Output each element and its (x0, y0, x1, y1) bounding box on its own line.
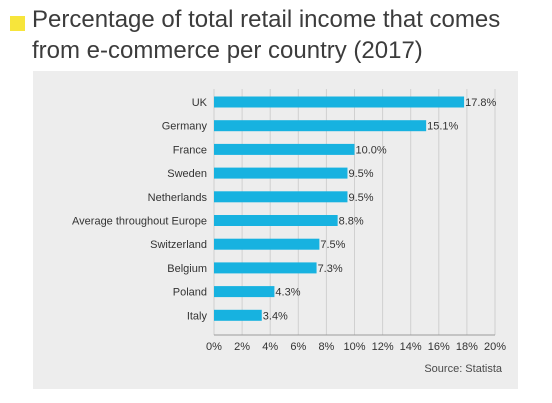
category-label: Switzerland (150, 239, 207, 251)
x-tick-label: 18% (456, 341, 478, 353)
bar (214, 215, 338, 226)
bar (214, 167, 348, 179)
category-label: UK (192, 97, 208, 109)
category-label: Germany (162, 121, 208, 133)
title-line-2: from e-commerce per country (2017) (32, 37, 423, 64)
bar (214, 262, 317, 274)
value-label: 8.8% (339, 216, 364, 228)
x-tick-label: 12% (372, 341, 394, 353)
source-note: Source: Statista (424, 363, 502, 375)
x-tick-label: 20% (484, 341, 506, 353)
x-tick-label: 0% (206, 341, 222, 353)
value-label: 7.3% (318, 263, 343, 275)
category-label: Poland (173, 287, 207, 299)
bar (214, 120, 427, 132)
value-label: 9.5% (348, 192, 373, 204)
chart-panel: UK 17.8% Germany 15.1% France 10.0% Sweden 9.5%… (33, 71, 518, 389)
value-label: 4.3% (275, 287, 300, 299)
bar (214, 286, 275, 298)
x-tick-label: 2% (234, 341, 250, 353)
value-label: 9.5% (348, 168, 373, 180)
category-label: Average throughout Europe (72, 216, 207, 228)
x-tick-label: 4% (262, 341, 278, 353)
x-tick-label: 6% (290, 341, 306, 353)
category-label: Italy (187, 310, 208, 322)
x-tick-label: 10% (343, 341, 365, 353)
bar (214, 238, 320, 250)
bar (214, 96, 465, 108)
bar (214, 309, 262, 321)
x-tick-label: 8% (318, 341, 334, 353)
category-label: Netherlands (148, 192, 208, 204)
bar-chart: UK 17.8% Germany 15.1% France 10.0% Sweden 9.5%… (72, 89, 506, 353)
value-label: 10.0% (356, 144, 387, 156)
title-marker (10, 16, 25, 31)
title-line-1: Percentage of total retail income that c… (32, 6, 501, 33)
value-label: 7.5% (320, 239, 345, 251)
category-label: France (173, 144, 207, 156)
title-text: Percentage of total retail income that c… (32, 4, 542, 66)
bar (214, 191, 348, 203)
x-tick-label: 14% (400, 341, 422, 353)
category-label: Sweden (167, 168, 207, 180)
category-label: Belgium (167, 263, 207, 275)
value-label: 17.8% (465, 97, 496, 109)
value-label: 15.1% (427, 121, 458, 133)
value-label: 3.4% (263, 310, 288, 322)
x-tick-label: 16% (428, 341, 450, 353)
bar (214, 143, 355, 155)
